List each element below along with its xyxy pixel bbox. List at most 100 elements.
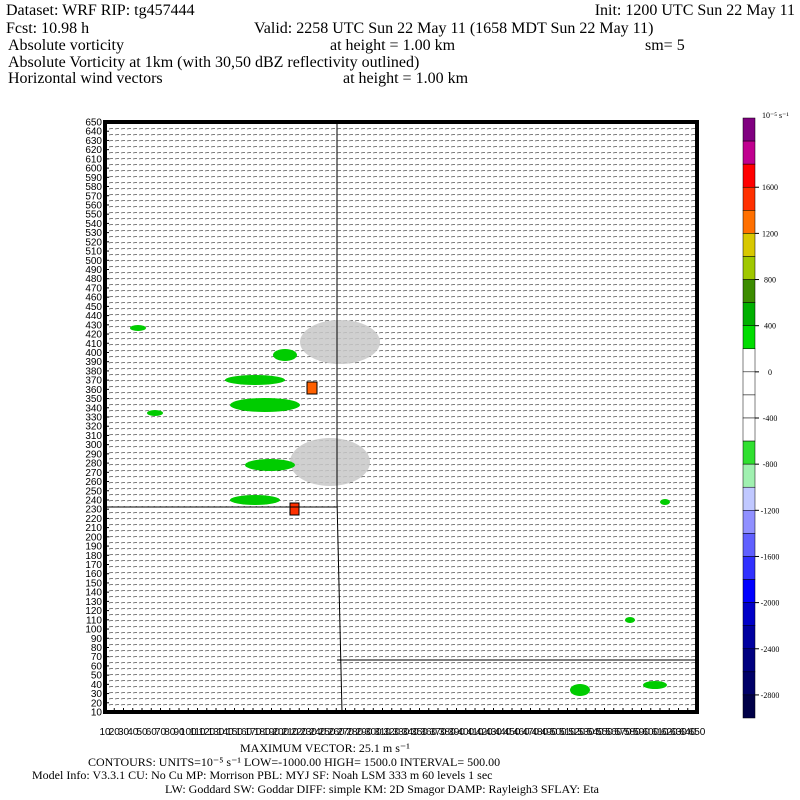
y-tick-label: 570 <box>85 191 102 202</box>
axes: 1020304050607080901001101201301401501601… <box>85 118 705 739</box>
x-tick-label: 400 <box>457 727 474 738</box>
y-tick-label: 560 <box>85 200 102 211</box>
colorbar-segment <box>742 440 756 465</box>
y-tick-label: 200 <box>85 532 102 543</box>
y-tick-label: 50 <box>91 671 103 682</box>
colorbar-segment <box>742 233 756 257</box>
y-tick-label: 40 <box>91 680 103 691</box>
x-tick-label: 20 <box>109 727 121 738</box>
x-tick-label: 540 <box>587 727 604 738</box>
reflectivity-area <box>290 438 370 486</box>
y-tick-label: 400 <box>85 348 102 359</box>
y-tick-label: 460 <box>85 293 102 304</box>
colorbar-unit: 10⁻⁵ s⁻¹ <box>762 111 789 120</box>
x-tick-label: 130 <box>208 727 225 738</box>
x-tick-label: 630 <box>670 727 687 738</box>
y-tick-label: 220 <box>85 514 102 525</box>
y-tick-label: 240 <box>85 495 102 506</box>
x-tick-label: 480 <box>531 727 548 738</box>
x-tick-label: 580 <box>624 727 641 738</box>
colorbar-segment <box>742 163 756 188</box>
x-tick-label: 340 <box>402 727 419 738</box>
y-tick-label: 350 <box>85 394 102 405</box>
x-tick-label: 60 <box>146 727 158 738</box>
colorbar-segment <box>742 625 756 650</box>
x-tick-label: 10 <box>99 727 111 738</box>
y-tick-label: 30 <box>91 689 103 700</box>
plot-area <box>103 120 699 714</box>
colorbar-tick-label: 400 <box>764 322 776 331</box>
y-tick-label: 10 <box>91 708 103 719</box>
y-tick-label: 480 <box>85 274 102 285</box>
boundary-lines <box>105 122 697 713</box>
colorbar-segment <box>742 510 756 534</box>
y-tick-label: 230 <box>85 505 102 516</box>
colorbar-segment <box>742 302 756 326</box>
x-tick-label: 220 <box>291 727 308 738</box>
colorbar-segment <box>742 556 756 580</box>
init-time: Init: 1200 UTC Sun 22 May 11 <box>595 2 795 19</box>
colorbar-segment <box>742 417 756 442</box>
x-tick-label: 390 <box>448 727 465 738</box>
x-tick-label: 160 <box>235 727 252 738</box>
x-tick-label: 270 <box>337 727 354 738</box>
colorbar-segment <box>742 602 756 626</box>
x-tick-label: 310 <box>374 727 391 738</box>
colorbar-segment <box>742 533 756 557</box>
y-tick-label: 210 <box>85 523 102 534</box>
y-tick-label: 160 <box>85 569 102 580</box>
forecast-hour: Fcst: 10.98 h <box>6 20 89 37</box>
x-tick-label: 70 <box>155 727 167 738</box>
colorbar-segment <box>742 671 756 696</box>
x-tick-label: 290 <box>356 727 373 738</box>
x-tick-label: 300 <box>365 727 382 738</box>
y-tick-label: 430 <box>85 320 102 331</box>
y-tick-label: 390 <box>85 357 102 368</box>
x-tick-label: 560 <box>605 727 622 738</box>
colorbar-segment <box>742 648 756 673</box>
reflectivity-area <box>300 320 380 364</box>
colorbar-segment <box>742 210 756 234</box>
x-tick-label: 50 <box>136 727 148 738</box>
colorbar-segment <box>742 256 756 280</box>
x-tick-label: 610 <box>652 727 669 738</box>
x-tick-label: 510 <box>559 727 576 738</box>
y-tick-label: 410 <box>85 339 102 350</box>
x-tick-label: 330 <box>393 727 410 738</box>
y-tick-label: 250 <box>85 486 102 497</box>
y-tick-label: 110 <box>86 615 102 626</box>
field-height: at height = 1.00 km <box>330 37 456 54</box>
colorbar-tick-label: -2000 <box>761 599 780 608</box>
field-name: Horizontal wind vectors <box>8 70 163 87</box>
y-tick-label: 290 <box>85 449 102 460</box>
y-tick-label: 600 <box>85 164 102 175</box>
y-tick-label: 360 <box>85 385 102 396</box>
y-tick-label: 420 <box>85 330 102 341</box>
dataset: Dataset: WRF RIP: tg457444 <box>6 2 195 19</box>
x-tick-label: 260 <box>328 727 345 738</box>
max-vector: MAXIMUM VECTOR: 25.1 m s⁻¹ <box>240 741 410 755</box>
x-tick-label: 460 <box>513 727 530 738</box>
vorticity-maximum <box>289 502 300 516</box>
y-tick-label: 60 <box>91 661 103 672</box>
colorbar-tick-label: -1200 <box>761 506 780 515</box>
colorbar-segment <box>742 117 756 142</box>
field-name: Absolute Vorticity at 1km (with 30,50 dB… <box>8 54 419 71</box>
colorbar-tick-label: 800 <box>764 276 776 285</box>
x-tick-label: 240 <box>309 727 326 738</box>
y-tick-label: 490 <box>85 265 102 276</box>
model-info: Model Info: V3.3.1 CU: No Cu MP: Morriso… <box>32 768 492 782</box>
x-tick-label: 40 <box>127 727 139 738</box>
x-tick-label: 650 <box>689 727 706 738</box>
y-tick-label: 100 <box>85 625 102 636</box>
x-tick-label: 280 <box>346 727 363 738</box>
y-tick-label: 440 <box>85 311 102 322</box>
colorbar-segment <box>742 279 756 303</box>
x-tick-label: 210 <box>282 727 299 738</box>
x-tick-label: 440 <box>494 727 511 738</box>
x-tick-label: 590 <box>633 727 650 738</box>
y-tick-label: 310 <box>85 431 102 442</box>
y-tick-label: 130 <box>85 597 102 608</box>
x-tick-label: 120 <box>198 727 215 738</box>
